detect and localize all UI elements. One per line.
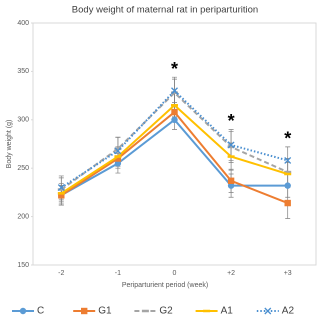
marker — [227, 177, 235, 184]
legend-item: C — [12, 306, 44, 317]
marker — [227, 182, 235, 189]
marker — [171, 108, 178, 116]
legend-label: C — [37, 306, 44, 317]
marker — [284, 182, 291, 189]
legend-item: A2 — [256, 306, 295, 317]
y-tick-label: 200 — [17, 213, 29, 220]
marker — [284, 156, 292, 164]
marker — [58, 192, 65, 199]
legend-label: A2 — [282, 306, 295, 317]
marker — [171, 87, 178, 95]
legend-marker — [264, 307, 272, 315]
annotation: * — [171, 59, 178, 79]
legend-marker — [81, 307, 88, 315]
marker — [284, 199, 291, 207]
legend-item: G2 — [134, 306, 173, 317]
x-tick-label: -2 — [58, 270, 64, 277]
annotation: * — [284, 129, 291, 149]
series-line — [60, 91, 289, 191]
annotation: * — [228, 111, 235, 131]
y-tick-label: 400 — [17, 20, 29, 27]
y-tick-label: 350 — [17, 68, 29, 75]
y-tick-label: 250 — [17, 165, 29, 172]
legend-item: A1 — [195, 306, 234, 317]
x-tick-label: +3 — [284, 270, 292, 277]
x-axis-title: Periparturient period (week) — [122, 282, 208, 289]
y-tick-label: 300 — [17, 117, 29, 124]
marker — [114, 147, 122, 155]
marker — [227, 141, 235, 149]
x-tick-label: 0 — [173, 270, 177, 277]
chart-title: Body weight of maternal rat in peripartu… — [72, 5, 258, 16]
marker — [171, 116, 178, 124]
y-tick-label: 150 — [17, 262, 29, 269]
plot-frame — [32, 22, 317, 266]
legend-label: G2 — [159, 306, 173, 317]
marker — [57, 184, 65, 192]
y-axis-title: Body weight (g) — [6, 120, 13, 169]
marker — [114, 155, 122, 162]
legend-marker — [19, 307, 27, 315]
legend-item: G1 — [73, 306, 112, 317]
marker — [114, 160, 122, 167]
legend-label: G1 — [98, 306, 112, 317]
legend-label: A1 — [221, 306, 234, 317]
x-tick-label: -1 — [115, 270, 121, 277]
x-tick-label: +2 — [227, 270, 235, 277]
